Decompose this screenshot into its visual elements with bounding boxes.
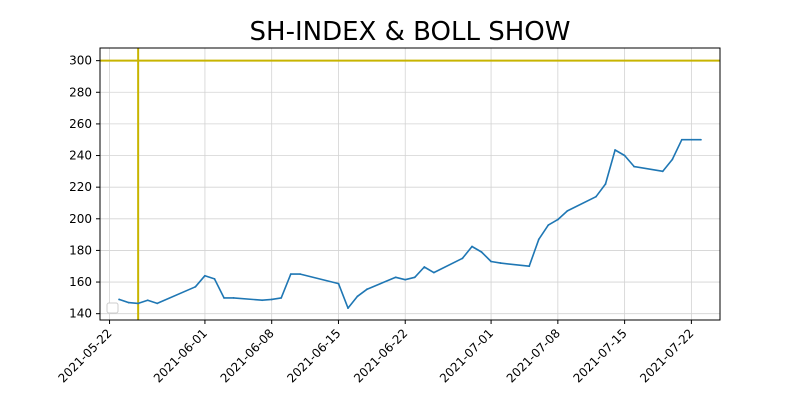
y-tick-label: 160 (69, 275, 92, 289)
y-tick-label: 240 (69, 149, 92, 163)
data-point (471, 245, 473, 248)
data-point (223, 296, 225, 299)
data-point (623, 154, 626, 157)
data-point (423, 266, 426, 268)
x-tick-label: 2021-06-01 (151, 326, 210, 385)
y-tick-label: 280 (69, 85, 92, 99)
y-tick-label: 260 (69, 117, 92, 131)
reference-lines (100, 48, 720, 320)
data-point (528, 265, 531, 268)
y-tick-label: 200 (69, 212, 92, 226)
legend-box (106, 302, 119, 314)
data-point (127, 301, 130, 304)
grid (100, 48, 720, 320)
data-point (690, 138, 693, 141)
x-tick-label: 2021-07-22 (637, 326, 696, 385)
data-point (137, 302, 140, 305)
plot-frame (99, 47, 721, 321)
data-point (432, 271, 435, 274)
data-point (480, 251, 483, 253)
data-point (118, 298, 120, 301)
data-point (633, 165, 636, 168)
data-point (337, 282, 340, 285)
data-point (499, 262, 502, 264)
x-tick-label: 2021-06-22 (351, 326, 410, 385)
data-point (213, 277, 216, 280)
data-point (232, 296, 235, 299)
y-tick-label: 300 (69, 54, 92, 68)
data-point (356, 295, 359, 298)
data-point (680, 138, 683, 141)
data-point (299, 273, 302, 276)
data-point (537, 238, 540, 241)
y-tick-label: 140 (69, 307, 92, 321)
x-tick-label: 2021-06-15 (284, 326, 343, 385)
data-point (547, 224, 550, 227)
y-tick-label: 220 (69, 180, 92, 194)
data-point (671, 158, 674, 161)
data-point (194, 285, 197, 288)
data-point (146, 299, 149, 302)
data-point (204, 274, 206, 277)
data-point (156, 302, 159, 305)
x-tick-label: 2021-05-22 (55, 326, 114, 385)
data-point (604, 183, 607, 185)
x-tick-label: 2021-07-15 (571, 326, 630, 385)
series-layer (118, 138, 702, 310)
data-point (280, 296, 283, 299)
data-point (404, 278, 407, 281)
data-point (413, 276, 416, 279)
x-tick-label: 2021-06-08 (218, 326, 277, 385)
data-point (614, 149, 616, 151)
data-point (270, 298, 273, 301)
data-point (461, 257, 464, 260)
data-point (347, 307, 349, 310)
data-point (394, 276, 397, 279)
data-point (595, 195, 597, 198)
series-line (118, 138, 701, 309)
data-point (700, 138, 702, 141)
data-point (556, 218, 559, 221)
data-point (566, 209, 569, 212)
data-point (261, 299, 264, 302)
chart-title: SH-INDEX & BOLL SHOW (250, 17, 571, 47)
data-point (490, 260, 492, 263)
data-point (366, 288, 368, 291)
y-tick-label: 180 (69, 243, 92, 257)
x-tick-label: 2021-07-01 (437, 326, 496, 385)
axes: 140 160 180 200 220 240 260 280 300 2021-05-22 202… (55, 47, 721, 385)
data-point (661, 170, 664, 173)
data-point (289, 273, 292, 276)
x-tick-label: 2021-07-08 (504, 326, 563, 385)
